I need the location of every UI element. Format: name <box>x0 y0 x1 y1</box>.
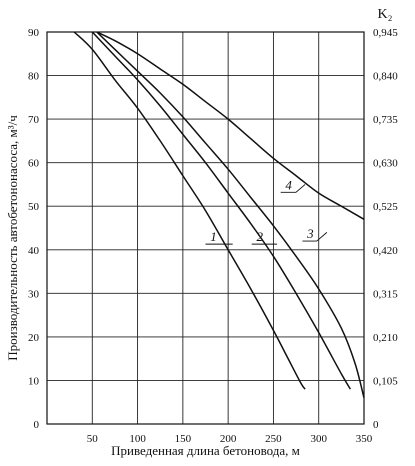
curve-label-4: 4 <box>285 177 292 192</box>
curve-label-3: 3 <box>306 226 314 241</box>
x-tick-label: 350 <box>356 433 373 445</box>
curve-label-1: 1 <box>210 229 217 244</box>
curve-label-leader-4 <box>280 184 306 193</box>
series-line-1 <box>73 31 306 390</box>
y2-tick-label: 0,630 <box>373 158 398 170</box>
right-axis-title: K₂ <box>378 7 393 22</box>
y-tick-label: 10 <box>28 375 40 387</box>
y2-tick-label: 0,945 <box>373 27 398 39</box>
x-tick-label: 150 <box>175 433 192 445</box>
y-tick-label: 50 <box>28 201 40 213</box>
y2-tick-label: 0,525 <box>373 201 398 213</box>
y-tick-label: 60 <box>28 158 40 170</box>
y2-tick-label: 0,315 <box>373 288 398 300</box>
curve-label-leader-3 <box>302 232 328 242</box>
y2-tick-label: 0,735 <box>373 114 398 126</box>
y-tick-label: 20 <box>28 332 40 344</box>
x-tick-label: 300 <box>310 433 327 445</box>
series-layer <box>73 31 365 399</box>
y-tick-label: 70 <box>28 114 40 126</box>
y2-tick-label: 0,840 <box>373 71 398 83</box>
curve-label-2: 2 <box>256 229 263 244</box>
y-tick-label: 90 <box>28 27 40 39</box>
grid <box>47 32 364 424</box>
series-line-3 <box>96 31 365 399</box>
y-axis-title: Производительность автобетононасоса, м³/… <box>5 115 20 361</box>
x-tick-label: 50 <box>87 433 99 445</box>
y2-tick-label: 0,105 <box>373 375 398 387</box>
y2-tick-label: 0,420 <box>373 245 398 257</box>
x-tick-label: 100 <box>129 433 146 445</box>
y2-tick-label: 0,210 <box>373 332 398 344</box>
plot-frame <box>46 31 365 425</box>
y2-tick-label: 0 <box>373 419 379 431</box>
y-tick-label: 40 <box>28 245 40 257</box>
series-line-4 <box>96 31 365 220</box>
y-tick-label: 30 <box>28 288 40 300</box>
series-line-2 <box>91 31 352 390</box>
curve-labels: 1 2 3 4 <box>205 177 328 245</box>
x-tick-label: 200 <box>220 433 237 445</box>
x-axis-title: Приведенная длина бетоновода, м <box>111 443 300 458</box>
y-tick-label: 80 <box>28 71 40 83</box>
x-tick-label: 250 <box>265 433 282 445</box>
y-tick-label: 0 <box>34 419 40 431</box>
